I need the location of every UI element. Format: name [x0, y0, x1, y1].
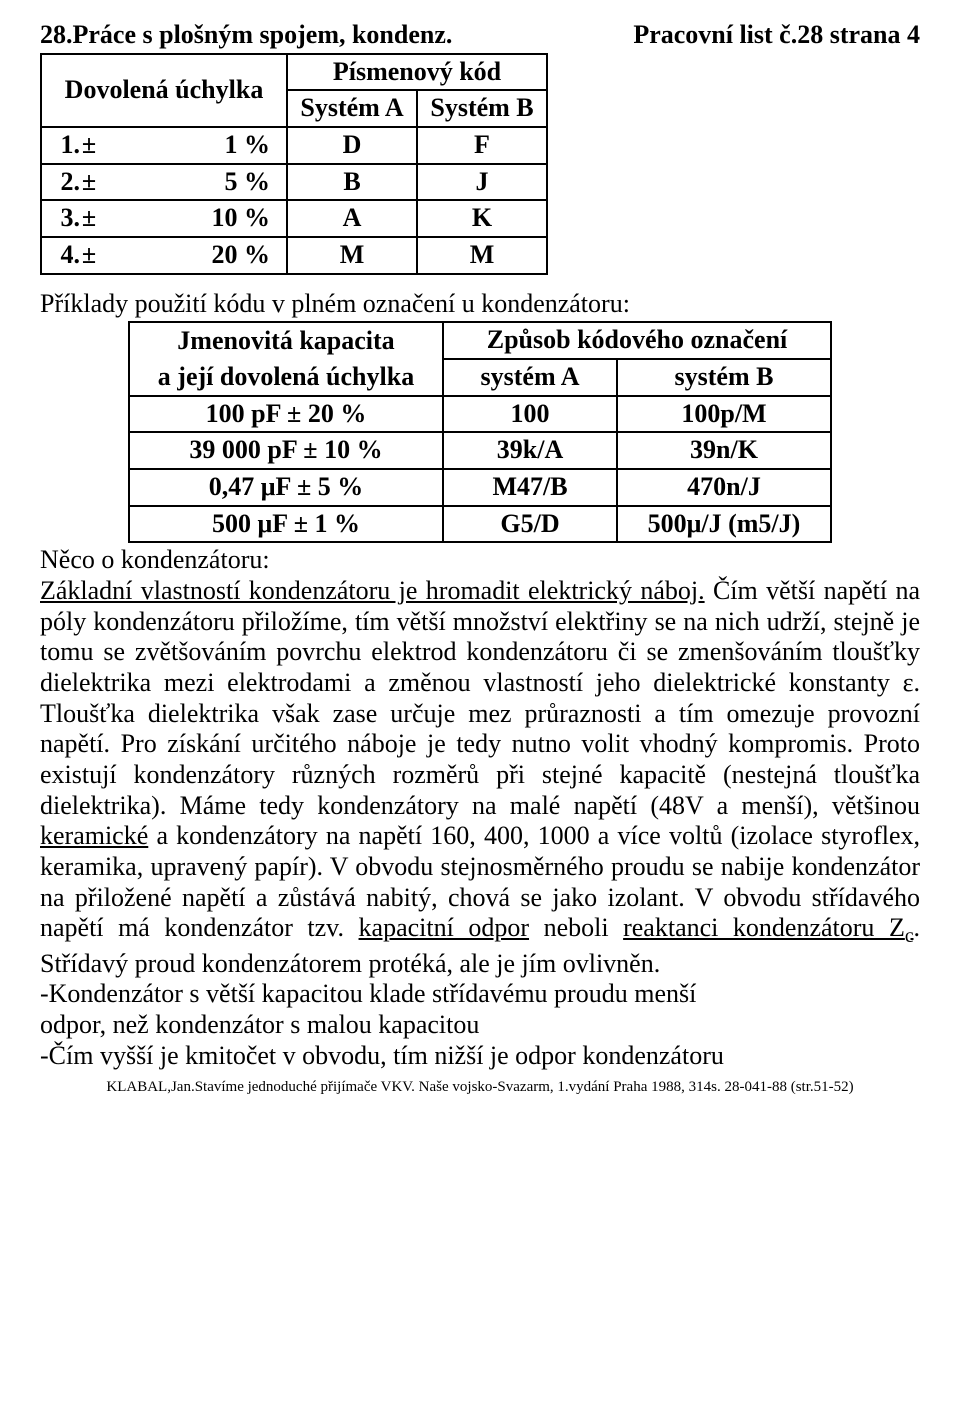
body-line2: -Čím vyšší je kmitočet v obvodu, tím niž… — [40, 1041, 920, 1072]
page-header: 28.Práce s plošným spojem, kondenz. Prac… — [40, 20, 920, 51]
body-line1a: -Kondenzátor s větší kapacitou klade stř… — [40, 979, 920, 1010]
header-right: Pracovní list č.28 strana 4 — [633, 20, 920, 51]
table-row: 0,47 μF ± 5 %M47/B470n/J — [129, 469, 831, 506]
body-line1b: odpor, než kondenzátor s malou kapacitou — [40, 1010, 920, 1041]
body-u2: keramické — [40, 821, 148, 850]
body-u1: Základní vlastností kondenzátoru je hrom… — [40, 576, 705, 605]
body-t3: neboli — [529, 913, 623, 942]
body-text: Něco o kondenzátoru: Základní vlastností… — [40, 545, 920, 1071]
body-main: Základní vlastností kondenzátoru je hrom… — [40, 576, 920, 979]
page-footer: KLABAL,Jan.Stavíme jednoduché přijímače … — [40, 1079, 920, 1097]
table-row: 4.±20 %MM — [41, 237, 547, 274]
body-t1: Čím větší napětí na póly kondenzátoru př… — [40, 576, 920, 820]
table-row: 3.±10 %AK — [41, 200, 547, 237]
body-intro: Něco o kondenzátoru: — [40, 545, 920, 576]
table-row: 2.±5 %BJ — [41, 164, 547, 201]
body-u3b: reaktanci kondenzátoru Zc — [623, 913, 913, 942]
table-row: 500 μF ± 1 %G5/D500μ/J (m5/J) — [129, 506, 831, 543]
examples-intro: Příklady použití kódu v plném označení u… — [40, 289, 920, 320]
capacity-table: Jmenovitá kapacitaZpůsob kódového označe… — [128, 321, 832, 543]
table-row: 100 pF ± 20 %100100p/M — [129, 396, 831, 433]
table-row: 39 000 pF ± 10 %39k/A39n/K — [129, 432, 831, 469]
tolerance-table: Dovolená úchylkaPísmenový kódSystém ASys… — [40, 53, 548, 275]
table-row: 1.±1 %DF — [41, 127, 547, 164]
header-left: 28.Práce s plošným spojem, kondenz. — [40, 20, 452, 51]
body-u3a: kapacitní odpor — [359, 913, 530, 942]
